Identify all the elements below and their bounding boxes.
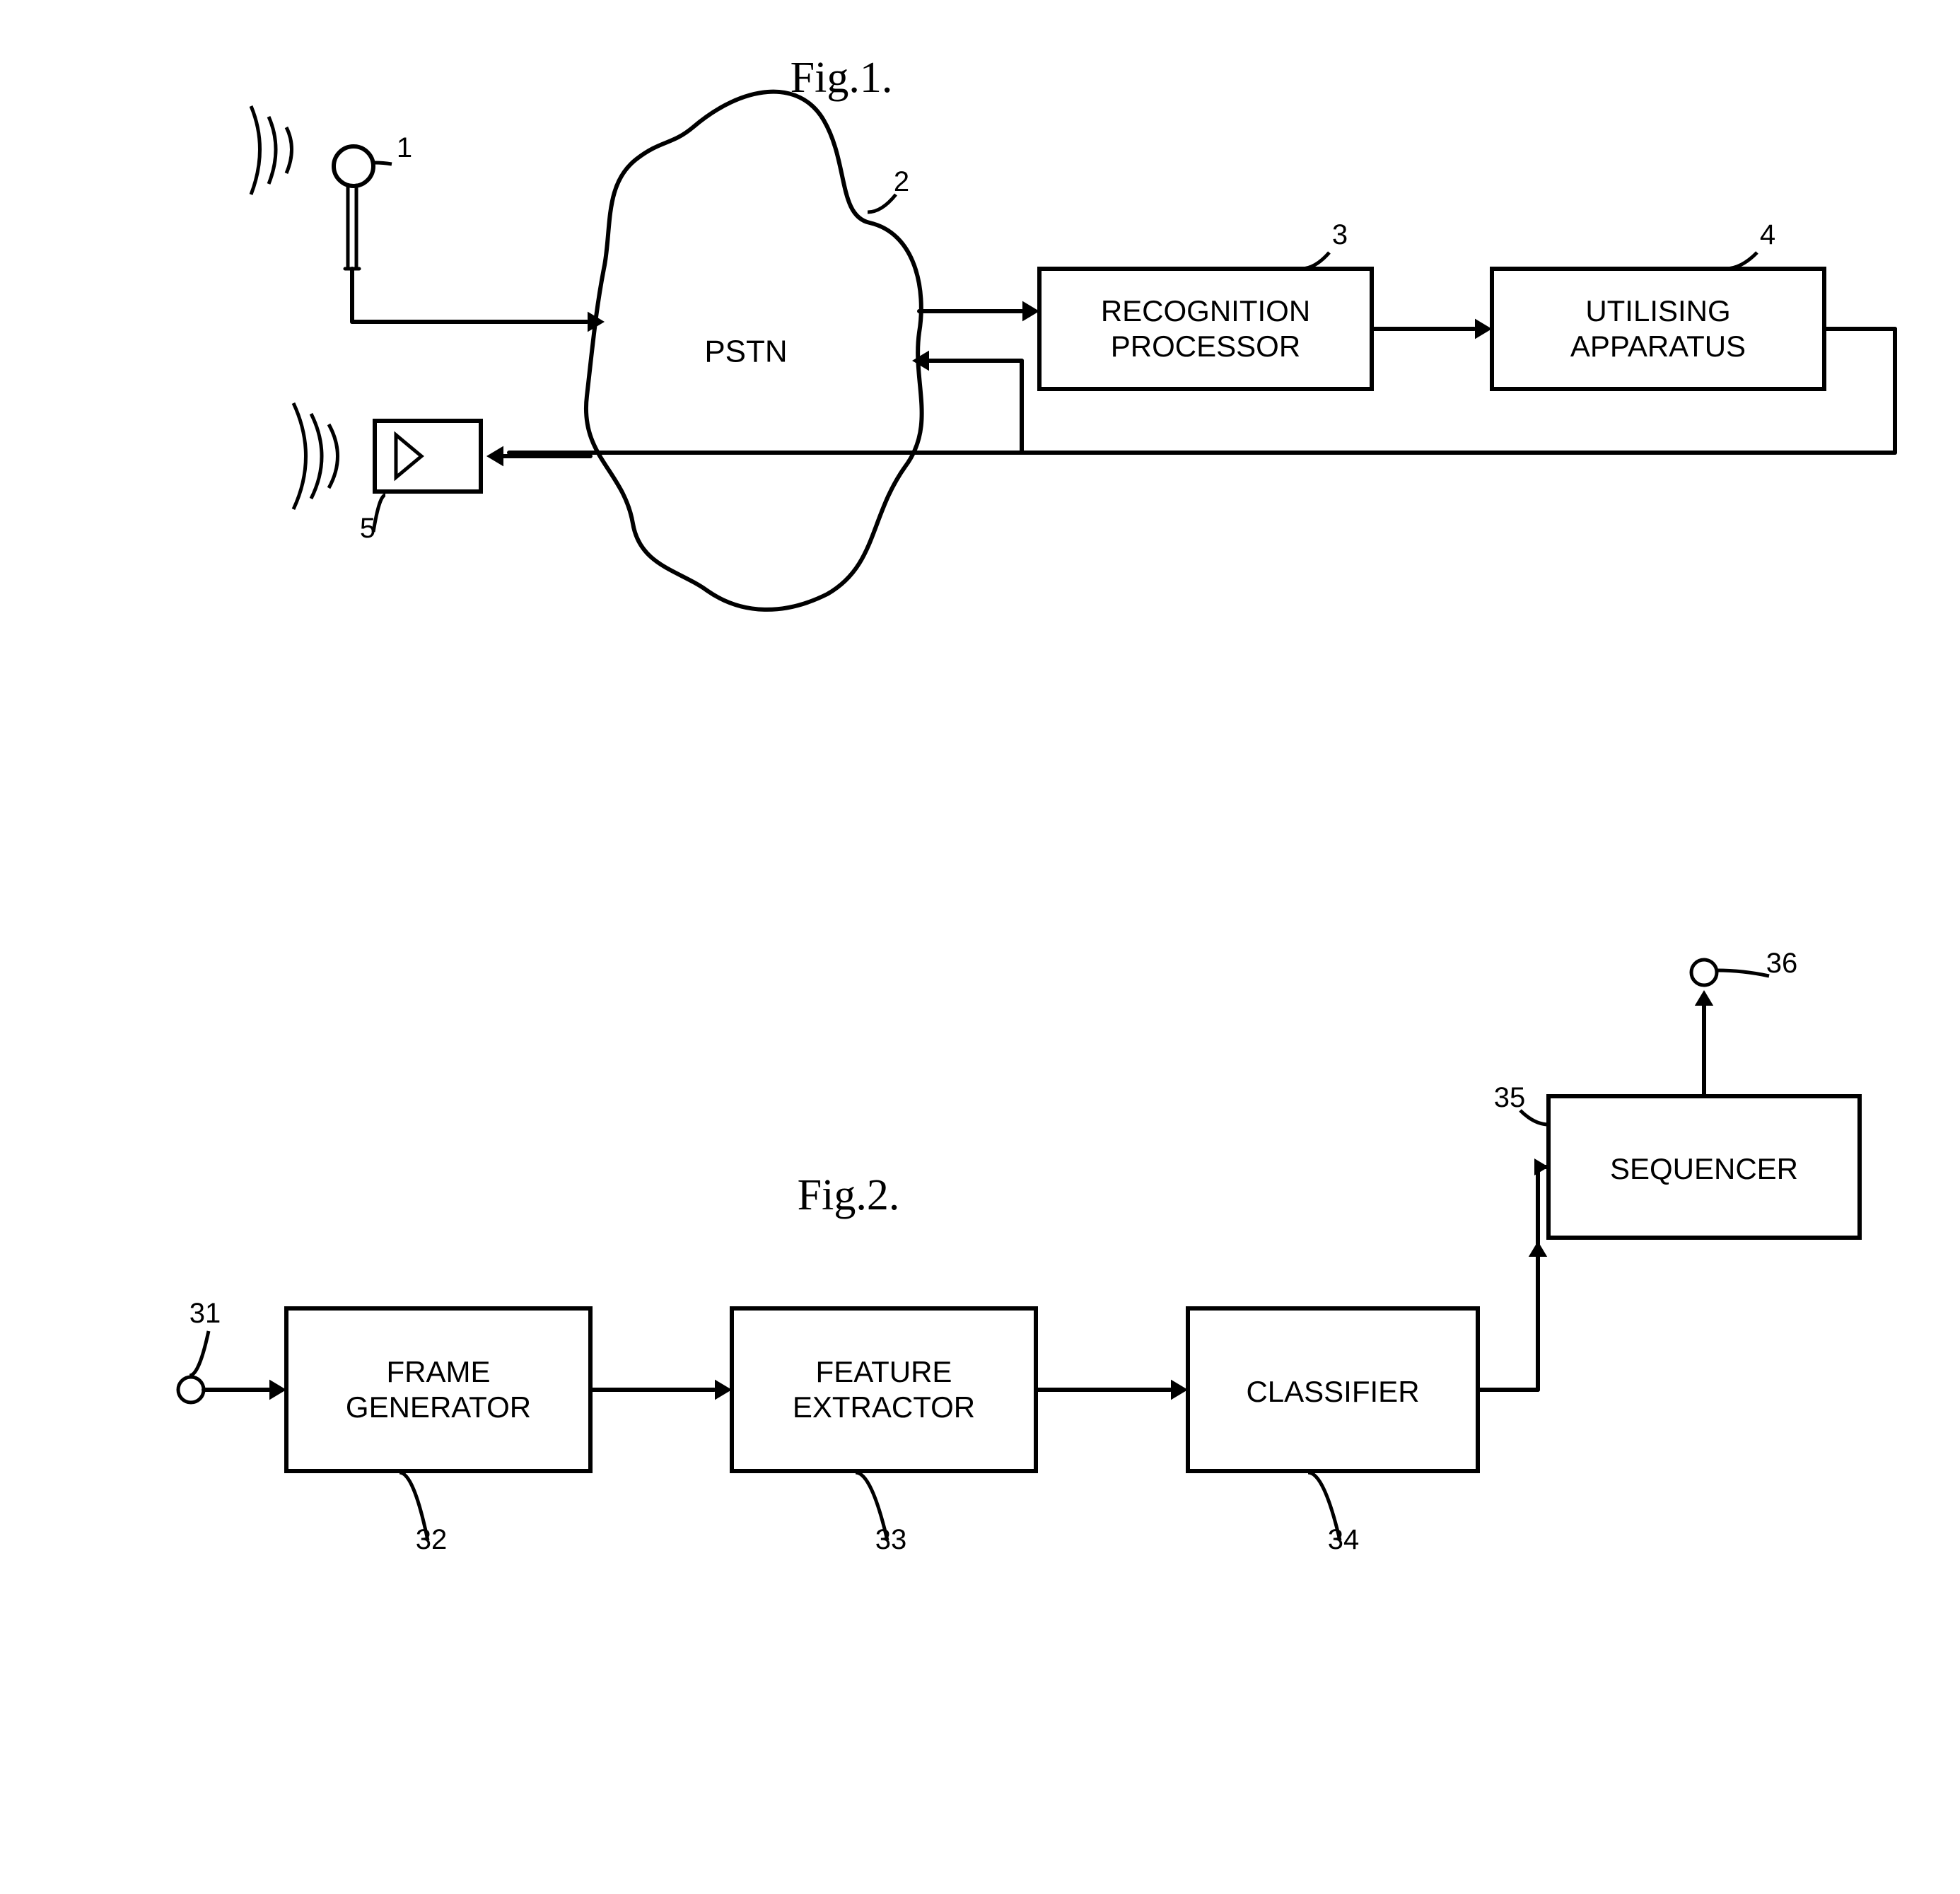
svg-text:APPARATUS: APPARATUS — [1570, 330, 1746, 363]
patent-figure-drawing: Fig.1. PSTN RECOGNITIONPROCESSOR UTILISINGA… — [0, 0, 1960, 1894]
svg-text:1: 1 — [397, 132, 412, 163]
svg-text:UTILISING: UTILISING — [1585, 294, 1730, 327]
svg-text:3: 3 — [1332, 219, 1348, 250]
svg-text:36: 36 — [1766, 948, 1798, 979]
svg-text:32: 32 — [416, 1524, 448, 1555]
svg-text:FEATURE: FEATURE — [816, 1355, 952, 1388]
svg-text:35: 35 — [1494, 1082, 1526, 1113]
svg-text:GENERATOR: GENERATOR — [346, 1390, 531, 1424]
svg-text:SEQUENCER: SEQUENCER — [1610, 1152, 1798, 1185]
svg-text:PROCESSOR: PROCESSOR — [1111, 330, 1300, 363]
svg-text:5: 5 — [360, 513, 375, 544]
svg-text:RECOGNITION: RECOGNITION — [1101, 294, 1310, 327]
svg-text:PSTN: PSTN — [704, 335, 787, 369]
svg-text:FRAME: FRAME — [387, 1355, 491, 1388]
svg-text:34: 34 — [1328, 1524, 1360, 1555]
svg-text:CLASSIFIER: CLASSIFIER — [1246, 1375, 1419, 1408]
svg-text:EXTRACTOR: EXTRACTOR — [793, 1390, 975, 1424]
svg-text:31: 31 — [189, 1298, 221, 1329]
svg-text:Fig.2.: Fig.2. — [798, 1171, 900, 1219]
svg-text:4: 4 — [1760, 219, 1775, 250]
svg-text:Fig.1.: Fig.1. — [791, 54, 893, 102]
svg-text:33: 33 — [875, 1524, 907, 1555]
svg-text:2: 2 — [894, 166, 909, 197]
